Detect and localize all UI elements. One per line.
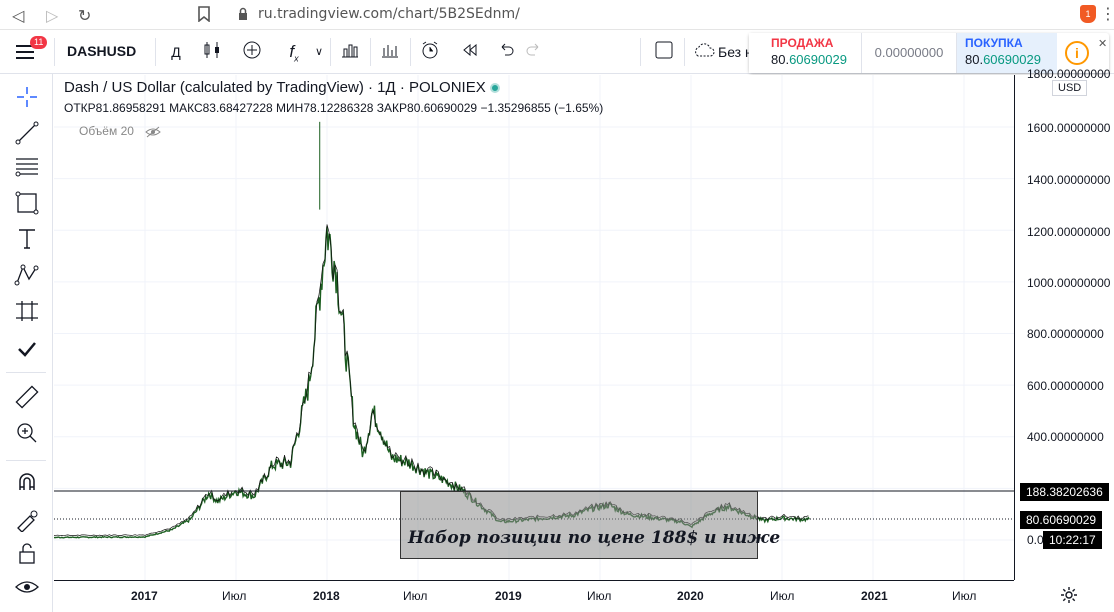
line-price-tag: 188.38202636 (1020, 483, 1109, 501)
close-icon[interactable]: ✕ (1098, 38, 1108, 50)
back-icon[interactable]: ◁ (12, 8, 25, 25)
time-axis-label: 2018 (313, 589, 340, 603)
info-icon[interactable]: i (1065, 41, 1089, 65)
eye-hidden-icon[interactable] (145, 126, 162, 138)
undo-icon[interactable] (494, 40, 518, 64)
annotation-rectangle[interactable] (400, 491, 758, 559)
pattern-icon[interactable] (14, 262, 40, 288)
zoom-in-icon[interactable] (14, 420, 40, 446)
address-bar[interactable]: ru.tradingview.com/chart/5B2SEdnm/ (258, 6, 520, 22)
symbol-search-button[interactable]: DASHUSD (67, 43, 137, 59)
sell-price: 80.60690029 (771, 52, 847, 67)
trend-line-icon[interactable] (14, 120, 40, 146)
buy-button[interactable]: ПОКУПКА 80.60690029 (957, 33, 1057, 73)
price-axis-label: 400.00000000 (1027, 430, 1104, 444)
reload-icon[interactable]: ↻ (78, 8, 92, 25)
unlock-icon[interactable] (14, 540, 40, 566)
market-status-icon (489, 83, 500, 94)
spread-value: 0.00000000 (862, 33, 957, 73)
add-indicator-icon[interactable] (240, 40, 264, 64)
currency-label[interactable]: USD (1052, 80, 1088, 96)
price-series-wicks (8, 224, 809, 537)
price-axis-label: 1400.00000000 (1027, 173, 1111, 187)
text-icon[interactable] (14, 226, 40, 252)
price-axis-label: 800.00000000 (1027, 327, 1104, 341)
candles-icon[interactable] (200, 40, 224, 64)
notification-badge: 11 (30, 36, 48, 49)
volume-legend[interactable]: Объём 20 (79, 124, 162, 138)
drawing-toolbar (0, 74, 53, 612)
interval-button[interactable]: Д (171, 44, 181, 60)
prediction-icon[interactable] (14, 298, 40, 324)
price-axis-label: 600.00000000 (1027, 379, 1104, 393)
bookmark-icon[interactable] (198, 6, 210, 27)
time-axis-label: 2017 (131, 589, 158, 603)
time-axis-label: 2020 (677, 589, 704, 603)
buy-price: 80.60690029 (965, 52, 1041, 67)
replay-icon[interactable] (458, 40, 482, 64)
financials-icon[interactable] (338, 40, 362, 64)
layout-icon[interactable] (652, 40, 676, 64)
rectangle-icon[interactable] (14, 190, 40, 216)
time-axis-label: Июл (952, 589, 977, 603)
forward-icon[interactable]: ▷ (46, 8, 59, 25)
lock-drawing-icon[interactable] (14, 506, 40, 532)
brave-shield-icon[interactable]: 1 (1080, 5, 1096, 23)
time-axis-label: 2019 (495, 589, 522, 603)
save-label[interactable]: Без н (718, 44, 753, 60)
price-axis-label: 1000.00000000 (1027, 276, 1111, 290)
menu-icon[interactable] (16, 44, 36, 65)
settings-gear-icon[interactable] (1060, 586, 1078, 609)
alert-clock-icon[interactable] (418, 40, 442, 64)
lock-icon (238, 7, 248, 26)
sell-button[interactable]: ПРОДАЖА 80.60690029 (749, 33, 862, 73)
compare-icon[interactable] (378, 40, 402, 64)
price-axis-label: 1600.00000000 (1027, 121, 1111, 135)
last-price-tag: 80.60690029 (1020, 511, 1103, 529)
crosshair-icon[interactable] (14, 84, 40, 110)
redo-icon[interactable] (522, 40, 546, 64)
sell-label: ПРОДАЖА (771, 36, 834, 50)
chevron-down-icon[interactable]: ∨ (314, 46, 324, 58)
time-axis-label: 2021 (861, 589, 888, 603)
browser-bar: ◁ ▷ ↻ ru.tradingview.com/chart/5B2SEdnm/… (0, 0, 1114, 30)
legend-ohlc: ОТКР81.86958291 МАКС83.68427228 МИН78.12… (64, 101, 604, 115)
legend-title: Dash / US Dollar (calculated by TradingV… (64, 79, 500, 96)
magnet-icon[interactable] (14, 470, 40, 496)
annotation-text[interactable]: Набор позиции по цене 188$ и ниже (408, 528, 781, 548)
eye-icon[interactable] (14, 574, 40, 600)
ruler-icon[interactable] (14, 384, 40, 410)
cloud-save-icon[interactable] (690, 40, 718, 64)
time-axis-label: Июл (587, 589, 612, 603)
checkmark-icon[interactable] (14, 336, 40, 362)
price-axis-label: 1800.00000000 (1027, 67, 1111, 81)
time-axis[interactable] (54, 580, 1014, 612)
trade-panel: ПРОДАЖА 80.60690029 0.00000000 ПОКУПКА 8… (749, 33, 1109, 73)
indicators-icon[interactable]: fx (289, 42, 299, 64)
time-axis-label: Июл (403, 589, 428, 603)
buy-label: ПОКУПКА (965, 36, 1023, 50)
time-axis-label: Июл (222, 589, 247, 603)
menu-dots-icon[interactable]: ⋮ (1100, 6, 1114, 23)
fib-icon[interactable] (14, 154, 40, 180)
price-axis-label: 1200.00000000 (1027, 225, 1111, 239)
time-axis-label: Июл (770, 589, 795, 603)
countdown-tag: 10:22:17 (1043, 531, 1102, 549)
